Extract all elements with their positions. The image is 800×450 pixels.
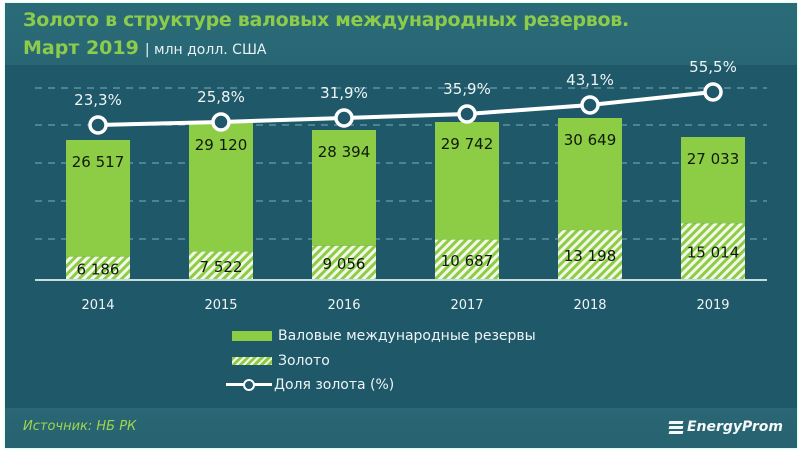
reserves-swatch	[232, 331, 272, 341]
gold-value-label: 13 198	[564, 247, 617, 265]
header-band: Золото в структуре валовых международных…	[5, 3, 797, 65]
share-value-label: 31,9%	[320, 84, 368, 102]
gold-value-label: 7 522	[200, 258, 243, 276]
x-tick-label: 2019	[696, 298, 729, 313]
share-marker	[88, 115, 108, 135]
bar-group-2016: 28 394 9 056	[312, 130, 376, 280]
gold-value-label: 6 186	[77, 260, 120, 278]
share-value-label: 35,9%	[443, 80, 491, 98]
chart-frame: Золото в структуре валовых международных…	[5, 3, 797, 448]
energyprom-logo-icon	[668, 420, 684, 434]
plot-area: 26 517 6 186 29 120 7 522 28 394 9 056 29 742 1…	[35, 58, 767, 313]
bar-group-2014: 26 517 6 186	[66, 140, 130, 280]
reserves-bar	[189, 123, 253, 252]
gold-bar	[558, 230, 622, 280]
reserves-value-label: 27 033	[687, 150, 740, 168]
bar-series: 26 517 6 186 29 120 7 522 28 394 9 056 29 742 1…	[66, 118, 745, 280]
gold-bar	[312, 245, 376, 280]
share-marker	[580, 95, 600, 115]
reserves-bar	[558, 118, 622, 231]
gold-bar	[66, 256, 130, 280]
share-value-label: 55,5%	[689, 58, 737, 76]
source-note: Источник: НБ РК	[23, 419, 137, 434]
reserves-value-label: 29 120	[195, 136, 248, 154]
x-tick-label: 2015	[204, 298, 237, 313]
x-axis-labels: 2014 2015 2016 2017 2018 2019	[81, 298, 729, 313]
reserves-bar	[435, 122, 499, 240]
subtitle-period: Март 2019	[23, 37, 139, 59]
legend-label: Доля золота (%)	[274, 377, 395, 393]
chart-title: Золото в структуре валовых международных…	[23, 9, 629, 31]
reserves-value-label: 28 394	[318, 143, 371, 161]
line-marker-icon	[226, 378, 272, 392]
share-marker	[211, 112, 231, 132]
bar-group-2015: 29 120 7 522	[189, 123, 253, 280]
share-value-label: 43,1%	[566, 71, 614, 89]
share-marker	[334, 108, 354, 128]
gold-value-label: 9 056	[323, 255, 366, 273]
legend-item-reserves: Валовые международные резервы	[232, 328, 536, 344]
reserves-value-label: 29 742	[441, 135, 494, 153]
gold-bar	[189, 251, 253, 280]
gold-hatch-swatch	[232, 357, 272, 365]
x-tick-label: 2018	[573, 298, 606, 313]
x-tick-label: 2014	[81, 298, 114, 313]
units-label: | млн долл. США	[144, 42, 267, 58]
gold-bar	[435, 239, 499, 280]
brand-name: EnergyProm	[686, 419, 783, 435]
gold-value-label: 15 014	[687, 244, 740, 262]
share-value-label: 25,8%	[197, 88, 245, 106]
x-tick-label: 2017	[450, 298, 483, 313]
gold-bar	[681, 223, 745, 280]
legend-item-share: Доля золота (%)	[226, 377, 394, 393]
reserves-bar	[312, 130, 376, 246]
gridlines	[35, 87, 767, 240]
legend-label: Валовые международные резервы	[278, 328, 536, 344]
brand-logo: EnergyProm	[668, 419, 783, 435]
share-line	[97, 90, 714, 127]
chart-subtitle: Март 2019 | млн долл. США	[23, 37, 267, 59]
gold-share-line: 23,3% 25,8% 31,9% 35,9% 43,1% 55,5%	[74, 58, 737, 135]
gold-value-label: 10 687	[441, 252, 494, 270]
x-tick-label: 2016	[327, 298, 360, 313]
reserves-bar	[66, 140, 130, 257]
legend-item-gold: Золото	[232, 353, 330, 369]
share-marker	[457, 104, 477, 124]
bar-group-2018: 30 649 13 198	[558, 118, 622, 280]
legend-label: Золото	[278, 353, 330, 369]
share-marker	[703, 82, 723, 102]
reserves-value-label: 30 649	[564, 131, 617, 149]
reserves-value-label: 26 517	[72, 153, 125, 171]
bar-group-2019: 27 033 15 014	[681, 137, 745, 280]
bar-group-2017: 29 742 10 687	[435, 122, 499, 280]
reserves-bar	[681, 137, 745, 224]
footer-band: Источник: НБ РК EnergyProm	[5, 408, 797, 448]
share-value-label: 23,3%	[74, 91, 122, 109]
